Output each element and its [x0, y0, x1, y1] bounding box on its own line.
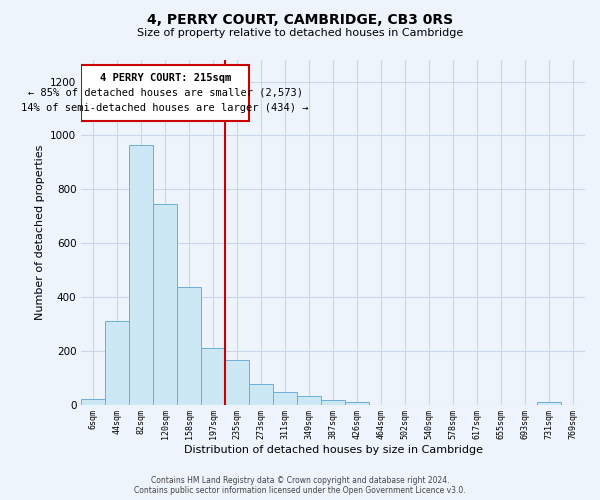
- Text: Size of property relative to detached houses in Cambridge: Size of property relative to detached ho…: [137, 28, 463, 38]
- Bar: [153, 204, 177, 404]
- Bar: [177, 288, 201, 405]
- Text: ← 85% of detached houses are smaller (2,573): ← 85% of detached houses are smaller (2,…: [28, 88, 303, 98]
- Bar: [129, 145, 153, 405]
- Y-axis label: Number of detached properties: Number of detached properties: [35, 144, 44, 320]
- Text: 14% of semi-detached houses are larger (434) →: 14% of semi-detached houses are larger (…: [22, 104, 309, 114]
- Bar: [249, 384, 273, 404]
- Text: 4, PERRY COURT, CAMBRIDGE, CB3 0RS: 4, PERRY COURT, CAMBRIDGE, CB3 0RS: [147, 12, 453, 26]
- Bar: [345, 402, 369, 404]
- Bar: [81, 66, 249, 120]
- Text: Contains HM Land Registry data © Crown copyright and database right 2024.
Contai: Contains HM Land Registry data © Crown c…: [134, 476, 466, 495]
- Bar: [321, 400, 345, 404]
- Bar: [537, 402, 561, 404]
- Bar: [225, 360, 249, 405]
- Bar: [201, 348, 225, 405]
- Bar: [81, 399, 105, 404]
- Bar: [105, 321, 129, 404]
- Bar: [297, 396, 321, 404]
- Text: 4 PERRY COURT: 215sqm: 4 PERRY COURT: 215sqm: [100, 72, 231, 83]
- X-axis label: Distribution of detached houses by size in Cambridge: Distribution of detached houses by size …: [184, 445, 482, 455]
- Bar: [273, 392, 297, 404]
